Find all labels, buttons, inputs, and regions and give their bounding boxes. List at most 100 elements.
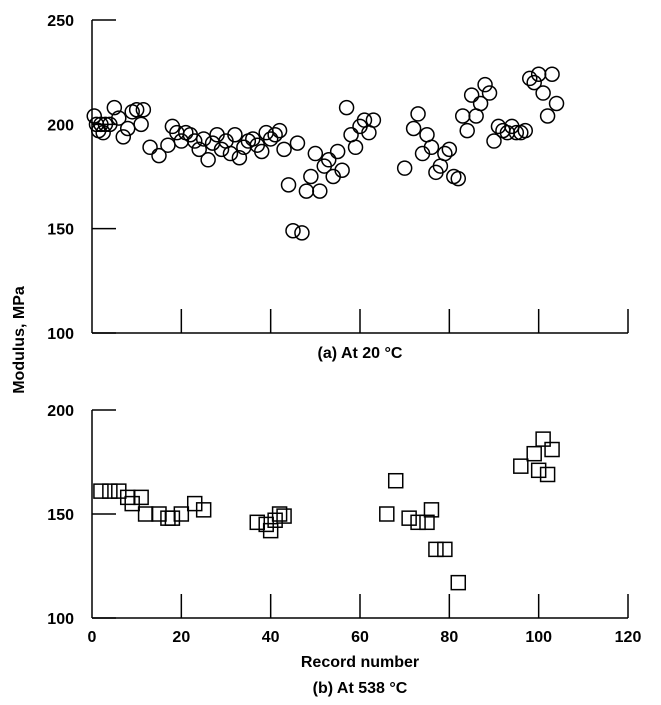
data-point-circle: [294, 225, 310, 241]
data-point-circle: [111, 110, 127, 126]
panel-a-x-ticks: [180, 309, 629, 333]
data-point-circle: [298, 183, 315, 199]
data-point-circle: [128, 101, 145, 118]
x-tick-label: 80: [440, 629, 458, 646]
data-point-circle: [285, 223, 301, 239]
data-point-circle: [289, 135, 306, 151]
x-tick-label: 60: [351, 629, 369, 646]
data-point-square: [186, 495, 203, 512]
data-point-circle: [423, 139, 440, 156]
y-axis-title: Modulus, MPa: [11, 286, 28, 394]
data-point-square: [401, 510, 417, 526]
data-point-circle: [517, 122, 534, 139]
y-tick-label: 200: [47, 403, 74, 420]
data-point-square: [102, 483, 118, 499]
data-point-square: [133, 489, 149, 506]
data-point-circle: [338, 99, 355, 116]
data-point-square: [539, 466, 556, 483]
x-tick-label: 120: [615, 629, 642, 646]
data-point-square: [535, 431, 551, 447]
y-tick-label: 250: [47, 13, 74, 30]
data-point-circle: [334, 162, 350, 178]
y-tick-label: 150: [47, 507, 74, 524]
data-point-square: [423, 502, 440, 518]
data-point-circle: [231, 149, 248, 166]
data-point-circle: [481, 85, 498, 101]
data-point-square: [262, 522, 279, 539]
data-point-circle: [262, 131, 279, 147]
data-point-square: [195, 502, 212, 518]
data-point-circle: [97, 116, 114, 133]
data-point-circle: [142, 139, 158, 156]
data-point-circle: [472, 95, 489, 112]
data-point-square: [249, 514, 266, 531]
data-point-circle: [544, 66, 560, 83]
data-point-circle: [548, 95, 565, 112]
data-point-circle: [253, 143, 270, 160]
x-tick-label: 20: [172, 629, 190, 646]
data-point-circle: [477, 76, 493, 93]
data-point-square: [450, 574, 467, 591]
x-axis-title: Record number: [301, 654, 419, 671]
panel-b-caption: (b) At 538 °C: [313, 680, 408, 697]
x-tick-label: 100: [525, 629, 552, 646]
data-point-square: [513, 458, 529, 474]
data-point-square: [124, 495, 140, 512]
data-point-square: [119, 489, 136, 506]
data-point-square: [267, 512, 283, 528]
data-point-circle: [200, 152, 216, 168]
data-point-circle: [133, 116, 149, 133]
data-point-circle: [396, 160, 413, 176]
data-point-circle: [410, 106, 426, 122]
data-point-circle: [437, 145, 453, 162]
panel-a-caption: (a) At 20 °C: [318, 345, 403, 362]
data-point-circle: [271, 122, 288, 139]
panel-b-x-ticks: 0 20 40 60 80 100 120: [88, 594, 642, 646]
data-point-square: [276, 508, 292, 524]
data-point-circle: [312, 183, 328, 199]
data-point-circle: [454, 108, 471, 124]
data-point-circle: [267, 127, 283, 143]
data-point-square: [419, 514, 435, 531]
data-point-square: [410, 514, 426, 531]
data-point-square: [173, 506, 190, 522]
data-point-circle: [115, 129, 132, 145]
data-point-square: [111, 483, 127, 499]
data-point-square: [530, 462, 547, 479]
data-point-circle: [463, 87, 480, 103]
data-point-circle: [320, 152, 337, 168]
data-point-circle: [508, 124, 525, 141]
data-point-square: [428, 541, 444, 558]
panel-b-y-ticks: 100 150 200: [47, 403, 116, 628]
panel-a-points: [86, 66, 565, 241]
data-point-circle: [539, 108, 556, 124]
data-point-circle: [135, 101, 152, 118]
data-point-square: [258, 516, 274, 533]
panel-a-y-ticks: 100 150 200 250: [47, 13, 116, 343]
data-point-square: [160, 510, 176, 526]
data-point-circle: [450, 170, 467, 187]
y-tick-label: 150: [47, 222, 74, 239]
data-point-circle: [191, 141, 207, 158]
x-tick-label: 0: [88, 629, 97, 646]
data-point-circle: [151, 147, 167, 164]
data-point-square: [526, 445, 542, 462]
data-point-circle: [222, 145, 239, 162]
data-point-circle: [405, 120, 422, 137]
data-point-circle: [186, 133, 203, 149]
data-point-square: [93, 483, 109, 499]
data-point-circle: [459, 122, 475, 139]
data-point-circle: [535, 85, 551, 101]
data-point-circle: [303, 168, 319, 185]
data-point-circle: [280, 177, 297, 193]
data-point-circle: [119, 120, 136, 137]
data-point-square: [271, 506, 288, 522]
data-point-circle: [347, 139, 364, 156]
y-tick-label: 100: [47, 611, 74, 628]
data-point-circle: [307, 145, 324, 162]
x-tick-label: 40: [262, 629, 280, 646]
data-point-square: [137, 506, 154, 522]
data-point-square: [164, 510, 181, 526]
